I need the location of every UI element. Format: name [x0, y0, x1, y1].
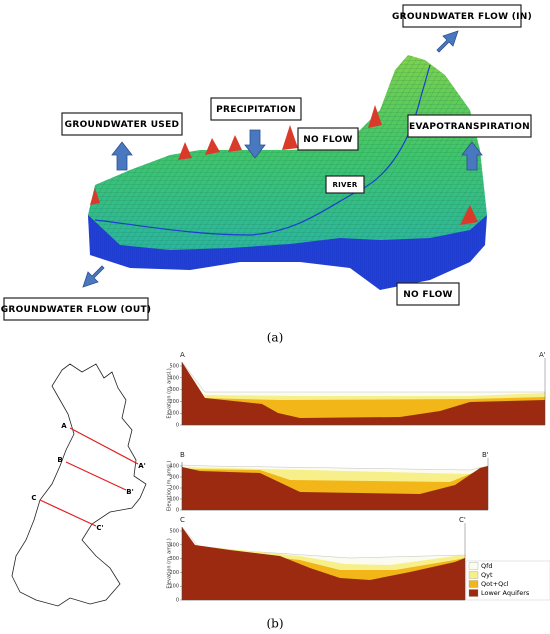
legend-label: Qot+Qcl — [481, 580, 509, 588]
legend-label: Qfd — [481, 562, 493, 570]
legend-label: Qyt — [481, 571, 493, 579]
section-c-fill — [181, 526, 466, 601]
y-tick-label: 0 — [176, 598, 179, 604]
y-tick-label: 300 — [169, 387, 179, 393]
y-tick-label: 300 — [169, 475, 179, 481]
label-box — [325, 175, 365, 194]
label-box — [402, 4, 522, 28]
arrow-in — [436, 30, 459, 53]
section-line — [69, 427, 139, 465]
y-axis-label: Elevation (m, amsl.) — [167, 538, 173, 588]
layer-lower — [182, 362, 545, 425]
label: GROUNDWATER FLOW (OUT) — [1, 305, 152, 315]
arrow-used — [111, 141, 133, 171]
map-label: B' — [126, 488, 133, 496]
arrow-evapo — [461, 141, 483, 171]
layer-lower — [182, 466, 488, 510]
arrow-out — [82, 265, 105, 288]
y-tick-label: 400 — [169, 375, 179, 381]
y-tick-label: 200 — [169, 486, 179, 492]
y-tick-label: 100 — [169, 497, 179, 503]
label: EVAPOTRANSPIRATION — [409, 122, 530, 132]
label-box — [297, 127, 359, 151]
section-line — [65, 461, 127, 491]
section-end: B' — [482, 451, 489, 459]
section-end: A' — [539, 351, 546, 359]
label: NO FLOW — [303, 135, 353, 145]
layer-lower — [182, 527, 465, 600]
caption: (b) — [266, 617, 283, 631]
label: GROUNDWATER FLOW (IN) — [392, 12, 532, 22]
section-end: C' — [459, 516, 466, 524]
map-label: C — [31, 494, 36, 502]
map-label: A — [61, 422, 67, 430]
label: RIVER — [332, 181, 357, 189]
map-label: A' — [138, 462, 146, 470]
legend-swatch — [468, 562, 479, 570]
y-tick-label: 400 — [169, 542, 179, 548]
flow-arrows — [82, 30, 483, 288]
legend-swatch — [468, 580, 479, 588]
section-line — [39, 499, 97, 527]
map-label: B — [57, 456, 62, 464]
basin-outline — [11, 363, 147, 607]
y-tick-label: 500 — [169, 529, 179, 535]
label-box — [396, 282, 460, 306]
y-tick-label: 0 — [176, 508, 179, 514]
basin-map — [11, 363, 147, 607]
y-tick-label: 100 — [169, 584, 179, 590]
river — [94, 64, 431, 236]
model-mesh — [88, 55, 487, 250]
legend-swatch — [468, 571, 479, 579]
y-axis-label: Elevation (m, amsl.) — [167, 461, 173, 511]
label-box — [210, 97, 302, 121]
y-tick-label: 300 — [169, 556, 179, 562]
label: GROUNDWATER USED — [65, 120, 180, 130]
y-tick-label: 400 — [169, 464, 179, 470]
y-tick-label: 0 — [176, 423, 179, 429]
legend-swatch — [468, 589, 479, 597]
label: NO FLOW — [403, 290, 453, 300]
y-axis-label: Elevation (m, amsl.) — [167, 368, 173, 418]
section-start: C — [180, 516, 185, 524]
section-b-fill — [181, 464, 489, 511]
y-tick-label: 500 — [169, 364, 179, 370]
label-box — [407, 114, 532, 138]
arrow-precip — [244, 129, 266, 159]
y-tick-label: 200 — [169, 399, 179, 405]
legend-frame — [465, 560, 550, 601]
label-box — [3, 297, 149, 321]
label-boxes: GROUNDWATER FLOW (IN) GROUNDWATER USED P… — [1, 4, 532, 321]
legend-label: Lower Aquifers — [481, 589, 530, 597]
section-a-fill — [181, 361, 546, 426]
map-labels: A A' B B' C C' — [31, 422, 145, 532]
label: PRECIPITATION — [216, 105, 296, 115]
caption: (a) — [267, 331, 284, 345]
section-start: A — [180, 351, 185, 359]
y-tick-label: 100 — [169, 411, 179, 417]
label-box — [61, 112, 183, 136]
terrain-model — [88, 55, 487, 290]
section-start: B — [180, 451, 185, 459]
y-tick-label: 200 — [169, 570, 179, 576]
map-label: C' — [96, 524, 103, 532]
